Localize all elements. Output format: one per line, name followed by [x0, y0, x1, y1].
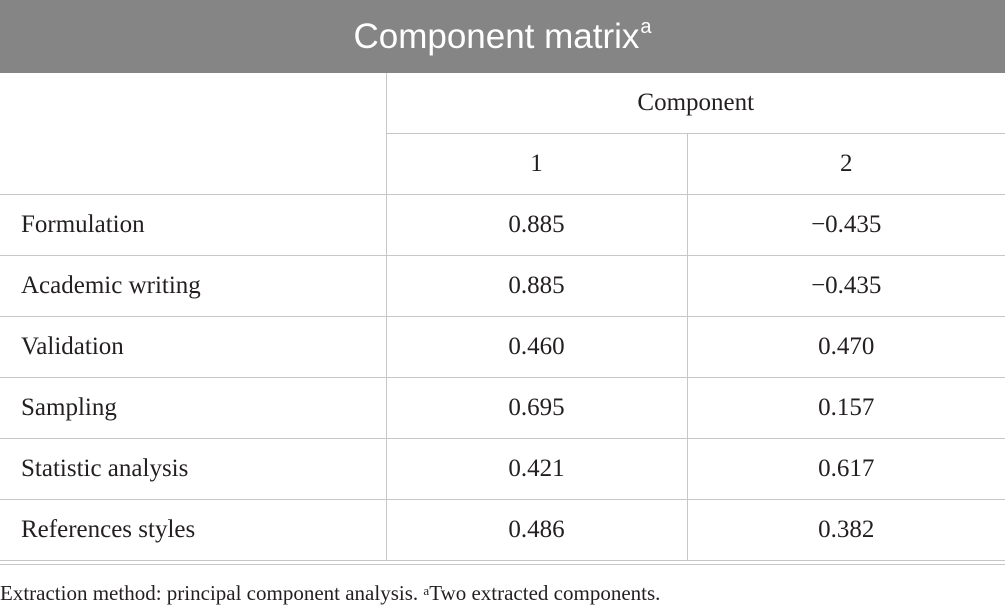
- row-label: Validation: [0, 316, 387, 378]
- cell-component-1: 0.460: [385, 316, 688, 378]
- table-row: Sampling 0.695 0.157: [0, 377, 1005, 439]
- table-row: Academic writing 0.885 −0.435: [0, 255, 1005, 317]
- row-label: Formulation: [0, 194, 387, 256]
- cell-component-2: −0.435: [686, 255, 1005, 317]
- footnote-method: Extraction method: principal component a…: [0, 581, 419, 605]
- cell-component-2: 0.382: [686, 499, 1005, 561]
- cell-component-2: −0.435: [686, 194, 1005, 256]
- table-title: Component matrixa: [0, 0, 1005, 73]
- component-group-header: Component: [385, 73, 1005, 134]
- cell-component-1: 0.421: [385, 438, 688, 500]
- stub-header-cell: [0, 73, 387, 195]
- table-title-text: Component matrix: [353, 17, 640, 56]
- cell-component-1: 0.695: [385, 377, 688, 439]
- component-matrix-table: Component 1 2 Formulation 0.885 −0.435 A…: [0, 73, 1005, 561]
- row-label: Statistic analysis: [0, 438, 387, 500]
- table-row: Formulation 0.885 −0.435: [0, 194, 1005, 256]
- cell-component-2: 0.157: [686, 377, 1005, 439]
- cell-component-1: 0.885: [385, 194, 688, 256]
- table-row: Statistic analysis 0.421 0.617: [0, 438, 1005, 500]
- table-bottom-rule: [0, 564, 1005, 565]
- footnote-marker: a: [423, 583, 430, 598]
- column-header-1: 1: [386, 133, 688, 195]
- cell-component-1: 0.885: [385, 255, 688, 317]
- table-row: References styles 0.486 0.382: [0, 499, 1005, 561]
- cell-component-2: 0.470: [686, 316, 1005, 378]
- cell-component-1: 0.486: [385, 499, 688, 561]
- column-header-2: 2: [686, 133, 1005, 195]
- table-footnote: Extraction method: principal component a…: [0, 578, 1005, 608]
- row-label: Academic writing: [0, 255, 387, 317]
- title-footnote-marker: a: [640, 16, 652, 38]
- cell-component-2: 0.617: [686, 438, 1005, 500]
- header-row-group: Component: [0, 73, 1005, 195]
- footnote-note: Two extracted components.: [429, 581, 661, 605]
- table-row: Validation 0.460 0.470: [0, 316, 1005, 378]
- row-label: References styles: [0, 499, 387, 561]
- header-row-columns: 1 2: [0, 133, 1005, 195]
- row-label: Sampling: [0, 377, 387, 439]
